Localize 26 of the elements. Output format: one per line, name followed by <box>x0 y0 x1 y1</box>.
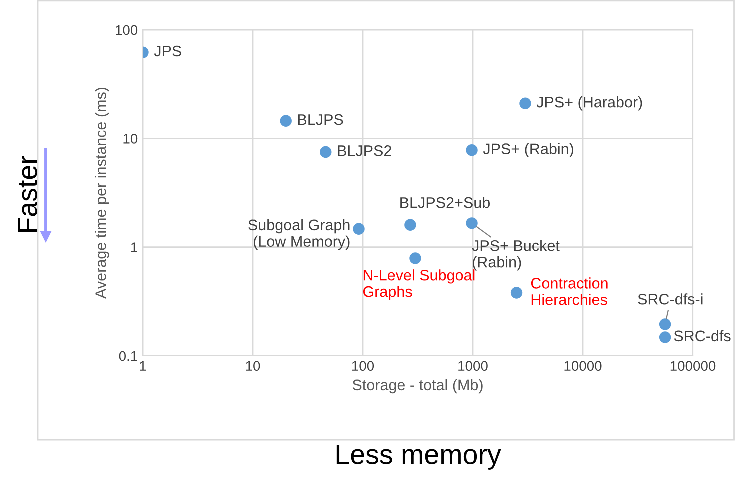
annotation: JPS+ (Rabin) <box>483 143 574 158</box>
annotation: BLJPS <box>298 114 344 126</box>
x-tick-label: 1 <box>140 361 146 371</box>
annotation: BLJPS2 <box>338 146 392 156</box>
text: Less memory <box>336 445 502 470</box>
annotation: Contraction Hierarchies <box>531 278 608 306</box>
y-axis-title: Average time per instance (ms) <box>95 88 110 299</box>
x-tick-label: 10 <box>246 361 260 372</box>
x-tick-label: 1000 <box>458 361 488 372</box>
x-tick-label: 100000 <box>670 361 716 372</box>
annotation: SRC-dfs <box>674 330 731 342</box>
x-tick-label: 10000 <box>564 361 602 372</box>
x-axis-title: Storage - total (Mb) <box>352 379 483 394</box>
text: Faster <box>18 156 38 232</box>
y-tick-label: 1 <box>131 242 138 252</box>
y-tick-label: 100 <box>116 25 138 36</box>
annotation: JPS <box>154 46 182 57</box>
annotation: N-Level Subgoal Graphs <box>363 270 475 300</box>
annotation: Subgoal Graph (Low Memory) <box>248 219 350 250</box>
annotation: SRC-dfs-i <box>638 294 703 305</box>
y-tick-label: 10 <box>124 134 138 144</box>
annotation: JPS+ (Harabor) <box>536 96 642 111</box>
y-tick-label: 0.1 <box>119 351 138 362</box>
x-tick-label: 100 <box>352 361 374 372</box>
annotation: JPS+ Bucket (Rabin) <box>472 240 560 271</box>
annotation: BLJPS2+Sub <box>400 197 490 208</box>
